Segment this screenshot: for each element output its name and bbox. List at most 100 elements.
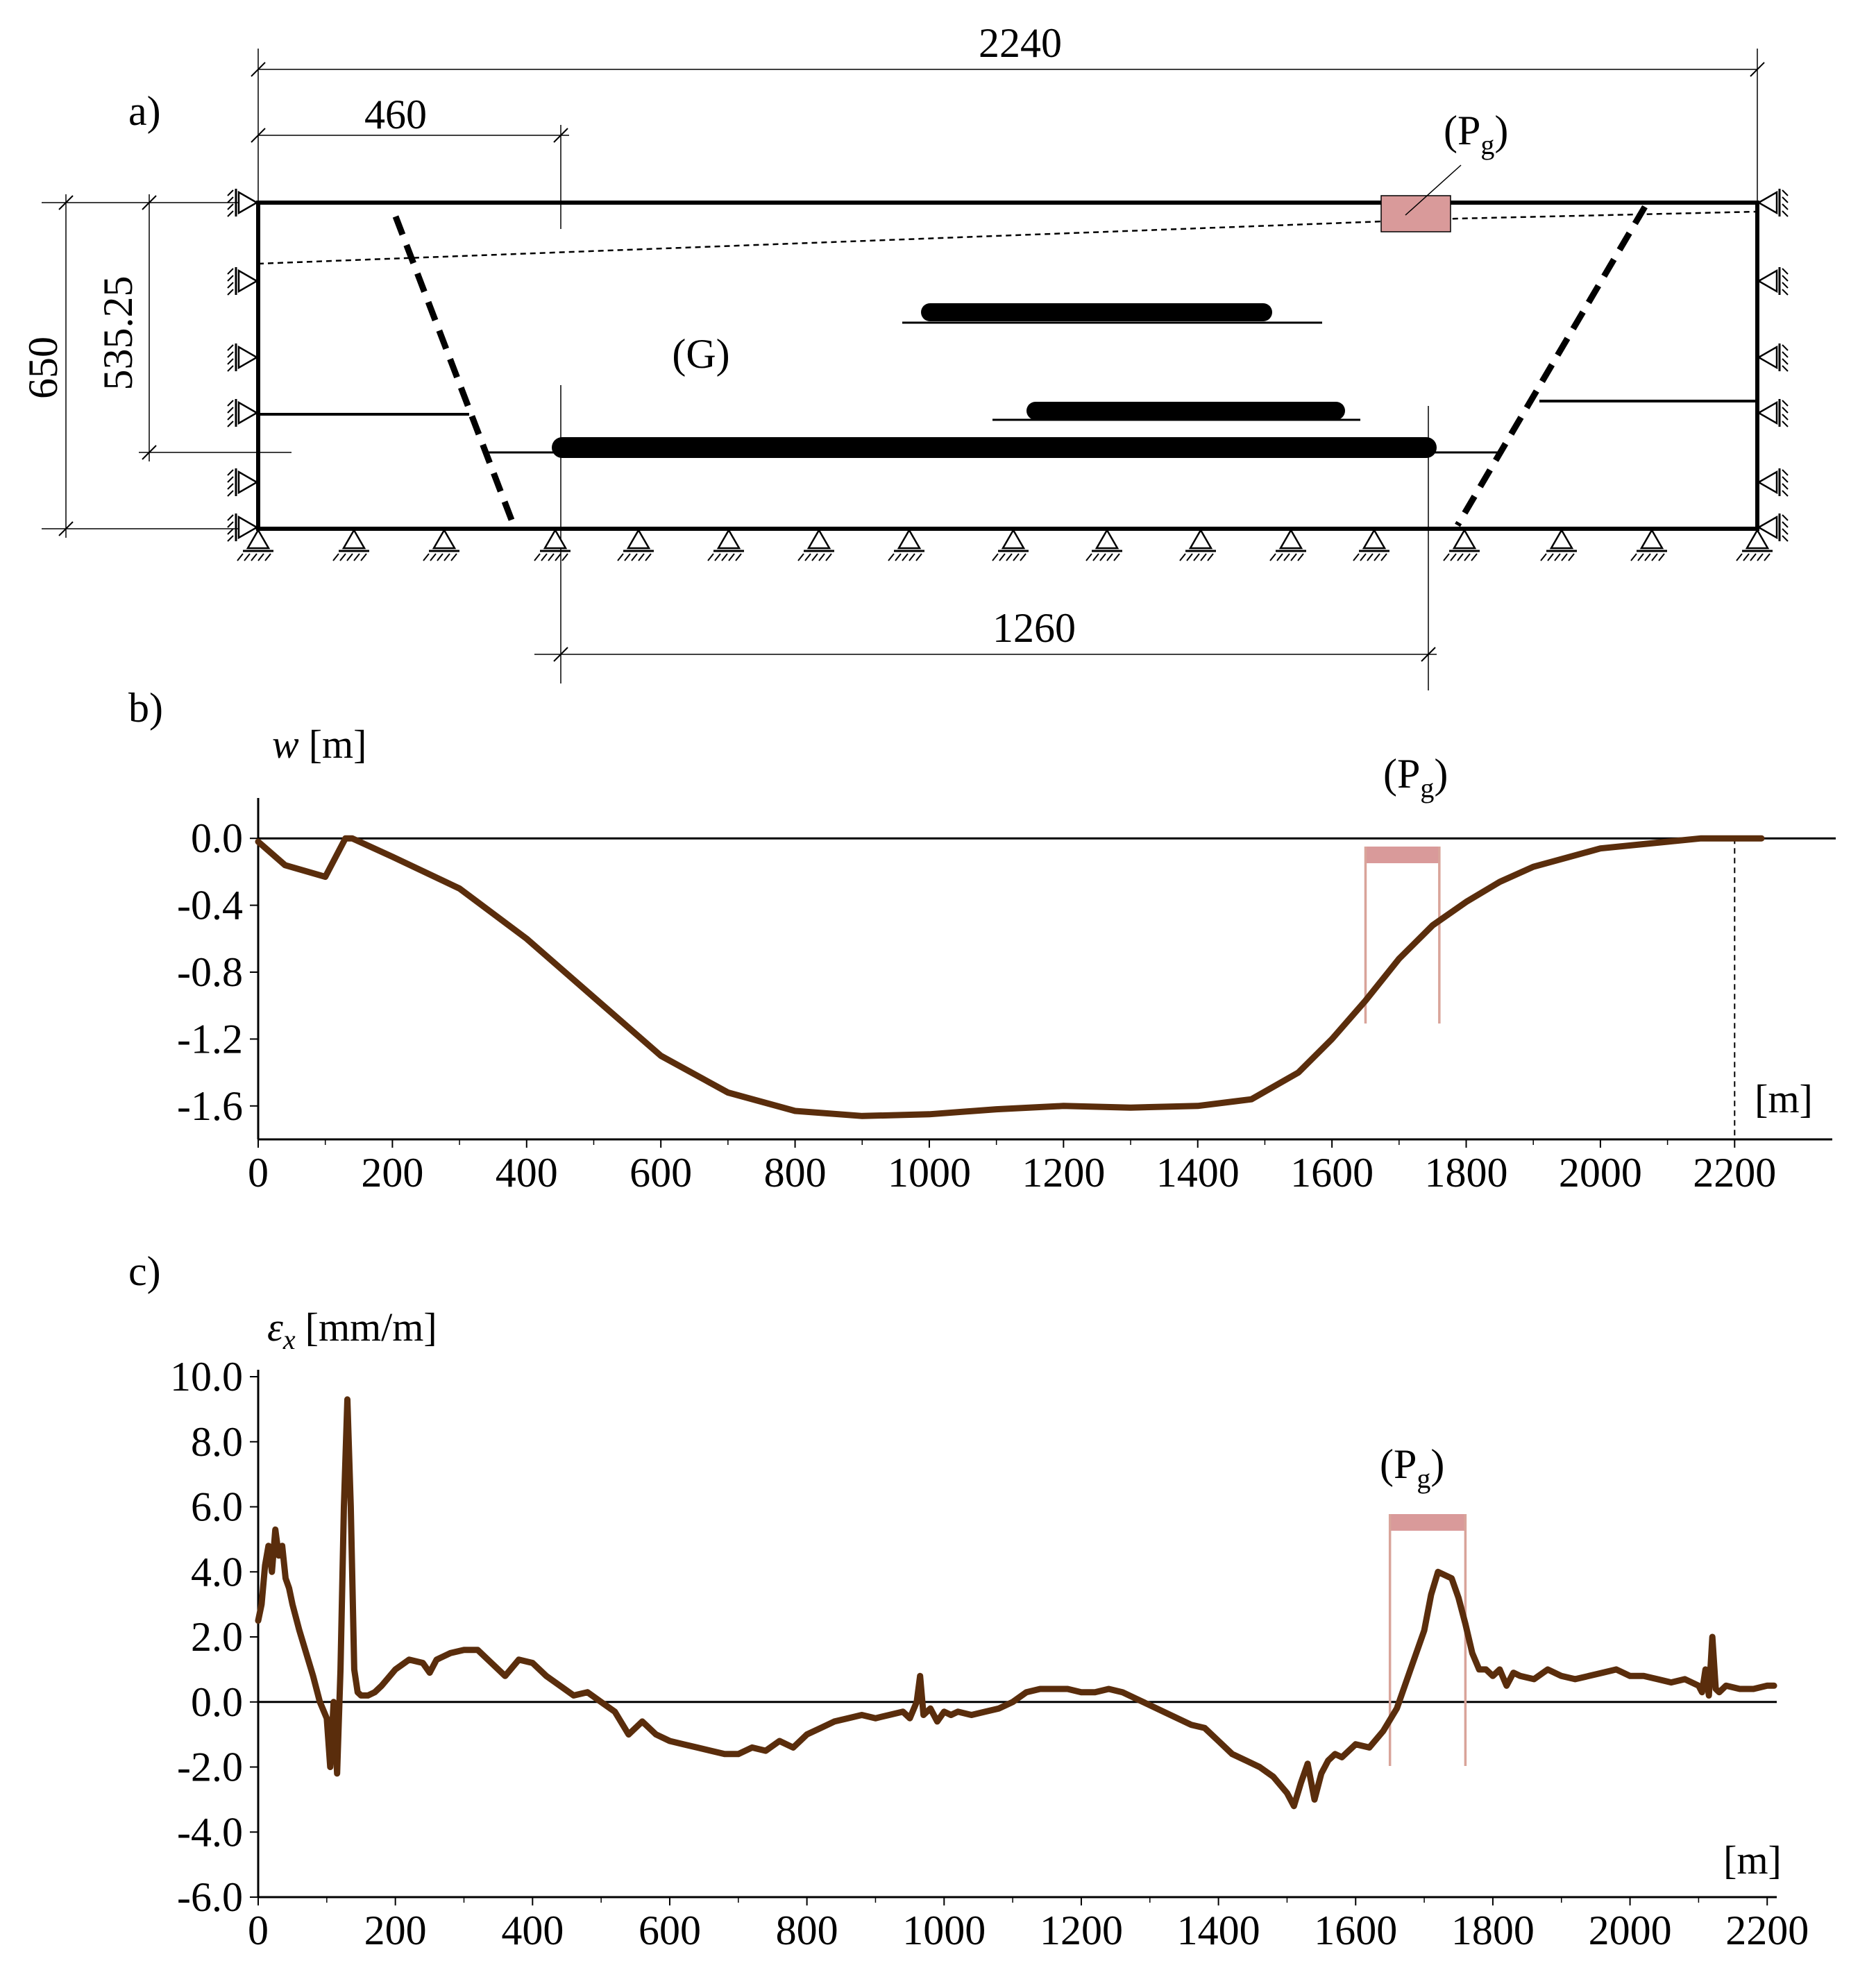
chart-c-y-tick-label-2: 6.0 <box>191 1484 243 1530</box>
chart-b-xlabel: [m] <box>1755 1076 1813 1121</box>
support-bottom-9 <box>1085 529 1124 562</box>
support-left-3 <box>226 398 258 428</box>
support-bottom-5 <box>707 529 745 562</box>
support-left-4 <box>226 467 258 498</box>
surface-line <box>257 210 1758 265</box>
support-bottom-8 <box>991 529 1030 562</box>
support-bottom-14 <box>1539 529 1578 562</box>
chart-c-y-tick-label-0: 10.0 <box>170 1354 243 1400</box>
chart-c-y-tick-label-5: 0.0 <box>191 1679 243 1725</box>
chart-b-series-0-line <box>255 835 1765 1119</box>
chart-b-pg-bar <box>1365 847 1439 863</box>
support-bottom-12 <box>1352 529 1391 562</box>
chart-b-y-tick-label-3: -1.2 <box>177 1016 243 1062</box>
chart-c-y-tick-label-7: -4.0 <box>177 1809 243 1855</box>
support-bottom-6 <box>797 529 836 562</box>
support-bottom-3 <box>533 529 572 562</box>
chart-c-x-tick-label-2: 400 <box>501 1908 564 1953</box>
chart-b-x-tick-label-10: 2000 <box>1559 1150 1642 1196</box>
chart-c-x-tick-label-7: 1400 <box>1177 1908 1260 1953</box>
panel-c-label: c) <box>128 1248 161 1294</box>
support-bottom-16 <box>1735 529 1774 562</box>
chart-c-x-tick-label-4: 800 <box>776 1908 838 1953</box>
panel-a-model-diagram: a) 2240 460 650 <box>20 20 1789 690</box>
dimension-total-width-label: 2240 <box>979 20 1062 66</box>
support-bottom-13 <box>1442 529 1481 562</box>
chart-b-x-tick-label-1: 200 <box>361 1150 423 1196</box>
support-bottom-11 <box>1269 529 1308 562</box>
chart-c-y-tick-label-8: -6.0 <box>177 1874 243 1920</box>
support-right-5 <box>1757 512 1789 543</box>
chart-b-x-tick-label-0: 0 <box>248 1150 269 1196</box>
chart-c-y-tick-label-4: 2.0 <box>191 1614 243 1660</box>
chart-b-subsidence: b) w [m] [m] (Pg) 0 200 400 600 800 1000 1200 14… <box>128 685 1836 1196</box>
fault-left <box>392 215 517 527</box>
support-right-1 <box>1757 266 1789 296</box>
support-right-2 <box>1757 342 1789 373</box>
chart-b-pg-label: (Pg) <box>1383 751 1448 804</box>
boundary-supports <box>226 187 1789 562</box>
model-boundary <box>256 201 1759 531</box>
panel-a-label: a) <box>128 88 161 134</box>
support-left-1 <box>226 266 258 296</box>
chart-c-ylabel: εx [mm/m] <box>267 1305 437 1355</box>
chart-c-x-tick-label-1: 200 <box>364 1908 427 1953</box>
chart-c-series-0-line <box>255 1396 1777 1810</box>
dimension-left-offset-label: 460 <box>364 92 427 137</box>
chart-c-strain: c) εx [mm/m] [m] (Pg) 0 200 400 600 800 1000 12… <box>128 1248 1809 1953</box>
chart-b-y-tick-label-2: -0.8 <box>177 949 243 995</box>
chart-c-x-tick-label-6: 1200 <box>1040 1908 1123 1953</box>
support-bottom-1 <box>332 529 371 562</box>
chart-b-x-tick-label-8: 1600 <box>1290 1150 1374 1196</box>
dimension-seam-depth-label: 535.25 <box>95 276 141 391</box>
object-pg-marker <box>1380 195 1451 232</box>
chart-b-y-tick-label-0: 0.0 <box>191 815 243 861</box>
chart-c-x-tick-label-0: 0 <box>248 1908 269 1953</box>
fault-right <box>1455 205 1648 527</box>
chart-b-ylabel: w [m] <box>272 722 366 767</box>
chart-c-y-tick-label-1: 8.0 <box>191 1419 243 1465</box>
chart-b-y-tick-label-1: -0.4 <box>177 883 243 928</box>
chart-c-pg-bar <box>1389 1514 1466 1531</box>
chart-c-xlabel: [m] <box>1723 1837 1782 1883</box>
chart-b-x-tick-label-2: 400 <box>496 1150 558 1196</box>
goaf-label: (G) <box>672 331 729 377</box>
support-bottom-2 <box>422 529 461 562</box>
chart-c-y-tick-label-3: 4.0 <box>191 1549 243 1595</box>
chart-b-x-tick-label-11: 2200 <box>1693 1150 1776 1196</box>
support-right-4 <box>1757 467 1789 498</box>
dimension-left-offset: 460 <box>251 92 569 229</box>
support-bottom-10 <box>1178 529 1217 562</box>
chart-c-x-tick-label-9: 1800 <box>1451 1908 1535 1953</box>
support-bottom-7 <box>887 529 926 562</box>
dimension-depth-label: 650 <box>20 337 66 399</box>
chart-b-x-tick-label-3: 600 <box>629 1150 692 1196</box>
chart-c-x-tick-label-11: 2200 <box>1725 1908 1809 1953</box>
support-left-5 <box>226 512 258 543</box>
chart-b-x-tick-label-6: 1200 <box>1022 1150 1105 1196</box>
support-right-3 <box>1757 398 1789 428</box>
dimension-total-width: 2240 <box>251 20 1765 201</box>
dimension-panel-length: 1260 <box>534 385 1437 690</box>
support-right-0 <box>1757 187 1789 218</box>
panel-b-label: b) <box>128 685 163 731</box>
dimension-seam-depth: 535.25 <box>95 194 291 461</box>
chart-b-x-tick-label-4: 800 <box>764 1150 827 1196</box>
chart-c-x-tick-label-10: 2000 <box>1589 1908 1672 1953</box>
chart-c-pg-label: (Pg) <box>1380 1441 1444 1494</box>
chart-c-y-tick-label-6: -2.0 <box>177 1744 243 1790</box>
support-bottom-15 <box>1630 529 1668 562</box>
support-bottom-4 <box>616 529 655 562</box>
object-pg-leader <box>1405 164 1462 216</box>
chart-b-x-tick-label-9: 1800 <box>1425 1150 1508 1196</box>
chart-b-x-tick-label-5: 1000 <box>888 1150 971 1196</box>
object-pg-label: (Pg) <box>1444 108 1508 160</box>
chart-c-x-tick-label-3: 600 <box>639 1908 701 1953</box>
dimension-depth: 650 <box>20 194 258 538</box>
chart-b-x-tick-label-7: 1400 <box>1156 1150 1240 1196</box>
chart-c-x-tick-label-5: 1000 <box>902 1908 986 1953</box>
chart-b-y-tick-label-4: -1.6 <box>177 1083 243 1129</box>
support-left-2 <box>226 342 258 373</box>
dimension-panel-length-label: 1260 <box>992 605 1076 651</box>
